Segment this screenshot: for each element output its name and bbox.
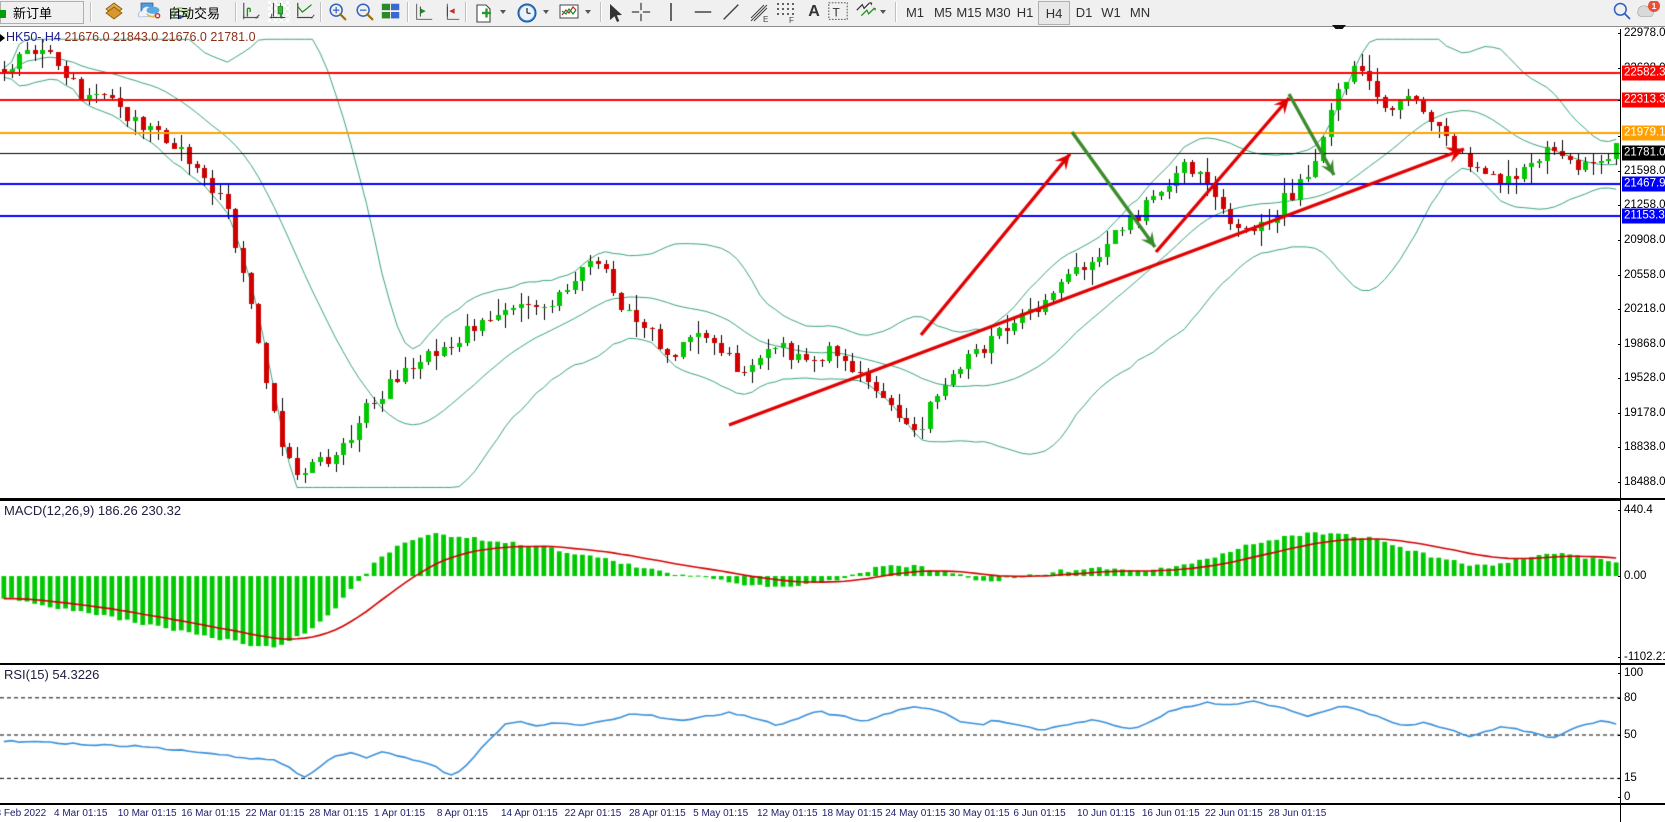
- svg-text:1: 1: [1652, 1, 1657, 11]
- svg-text:F: F: [789, 16, 794, 25]
- svg-text:T: T: [833, 6, 840, 20]
- svg-text:E: E: [763, 15, 768, 24]
